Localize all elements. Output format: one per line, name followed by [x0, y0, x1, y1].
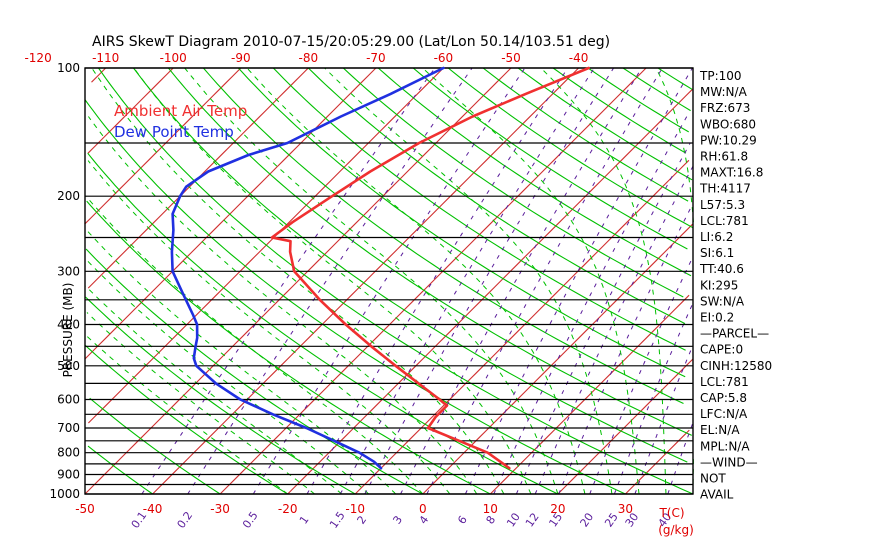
- pressure-tick-300: 300: [57, 264, 80, 278]
- parameter-item: PW:10.29: [700, 133, 757, 147]
- sounding-profiles: [170, 66, 591, 470]
- parameter-item: MW:N/A: [700, 85, 748, 99]
- parameter-item: CAP:5.8: [700, 391, 747, 405]
- top-temp-tick--90: -90: [231, 51, 251, 65]
- parameter-list: TP:100 MW:N/A FRZ:673 WBO:680 PW:10.29 RH:61.…: [699, 69, 772, 502]
- bottom-temp-tick-20: 20: [550, 502, 565, 516]
- top-temp-tick--40: -40: [569, 51, 589, 65]
- isotherm-lines: [84, 67, 694, 495]
- parameter-item: MAXT:16.8: [700, 166, 763, 180]
- parameter-item: TH:4117: [699, 182, 751, 196]
- pressure-tick-labels: 100 200 300 400 500 600 700 800 900 1000: [49, 61, 80, 501]
- pressure-tick-900: 900: [57, 468, 80, 482]
- parameter-item: WBO:680: [700, 117, 756, 131]
- x-axis-title-temperature: T(C): [658, 506, 684, 520]
- top-temp-tick--60: -60: [434, 51, 454, 65]
- dew-point-temp-profile: [170, 66, 445, 470]
- parameter-item: SW:N/A: [700, 294, 745, 308]
- bottom-temp-tick--40: -40: [143, 502, 163, 516]
- y-axis-title: PRESSURE (MB): [61, 283, 75, 378]
- parameter-item: NOT: [700, 472, 726, 486]
- top-temp-tick--50: -50: [501, 51, 521, 65]
- pressure-tick-1000: 1000: [49, 487, 80, 501]
- bottom-temp-tick--10: -10: [345, 502, 365, 516]
- parameter-item: —WIND—: [700, 455, 758, 469]
- parameter-item: MPL:N/A: [700, 439, 750, 453]
- parameter-item: CINH:12580: [700, 359, 772, 373]
- bottom-temperature-tick-labels: -50 -40 -30 -20 -10 0 10 20 30: [75, 502, 633, 516]
- pressure-tick-800: 800: [57, 446, 80, 460]
- top-temp-tick--100: -100: [160, 51, 187, 65]
- top-temperature-tick-labels: -120 -110 -100 -90 -80 -70 -60 -50 -40: [24, 51, 588, 65]
- pressure-tick-700: 700: [57, 421, 80, 435]
- legend-ambient-air-temp: Ambient Air Temp: [114, 102, 247, 120]
- bottom-temp-tick--50: -50: [75, 502, 95, 516]
- parameter-item: RH:61.8: [700, 150, 748, 164]
- parameter-item: LI:6.2: [700, 230, 733, 244]
- ambient-air-temp-profile: [270, 66, 591, 470]
- bottom-temp-tick-0: 0: [419, 502, 427, 516]
- parameter-item: FRZ:673: [700, 101, 750, 115]
- pressure-tick-100: 100: [57, 61, 80, 75]
- parameter-item: CAPE:0: [700, 343, 743, 357]
- top-temp-tick--80: -80: [298, 51, 318, 65]
- x-axis-title-mixing-ratio: (g/kg): [658, 523, 694, 537]
- pressure-tick-400: 400: [57, 318, 80, 332]
- top-temp-tick--120: -120: [24, 51, 51, 65]
- parameter-item: LCL:781: [700, 375, 749, 389]
- plot-frame: [84, 67, 694, 495]
- parameter-item: TT:40.6: [699, 262, 744, 276]
- legend-dew-point-temp: Dew Point Temp: [114, 123, 234, 141]
- top-temp-tick--70: -70: [366, 51, 386, 65]
- parameter-item: SI:6.1: [700, 246, 734, 260]
- parameter-item: EL:N/A: [700, 423, 740, 437]
- parameter-item: KI:295: [700, 278, 738, 292]
- bottom-temp-tick-10: 10: [483, 502, 498, 516]
- parameter-item: LFC:N/A: [700, 407, 748, 421]
- pressure-tick-500: 500: [57, 359, 80, 373]
- pressure-tick-600: 600: [57, 393, 80, 407]
- parameter-item: AVAIL: [700, 488, 734, 502]
- bottom-temp-tick-30: 30: [618, 502, 633, 516]
- page-title: AIRS SkewT Diagram 2010-07-15/20:05:29.0…: [92, 34, 610, 50]
- parameter-item: L57:5.3: [700, 198, 745, 212]
- top-temp-tick--110: -110: [92, 51, 119, 65]
- parameter-item: LCL:781: [700, 214, 749, 228]
- parameter-item: —PARCEL—: [700, 327, 769, 341]
- pressure-tick-200: 200: [57, 189, 80, 203]
- parameter-item: TP:100: [699, 69, 742, 83]
- parameter-item: EI:0.2: [700, 311, 734, 325]
- bottom-temp-tick--20: -20: [278, 502, 298, 516]
- bottom-temp-tick--30: -30: [210, 502, 230, 516]
